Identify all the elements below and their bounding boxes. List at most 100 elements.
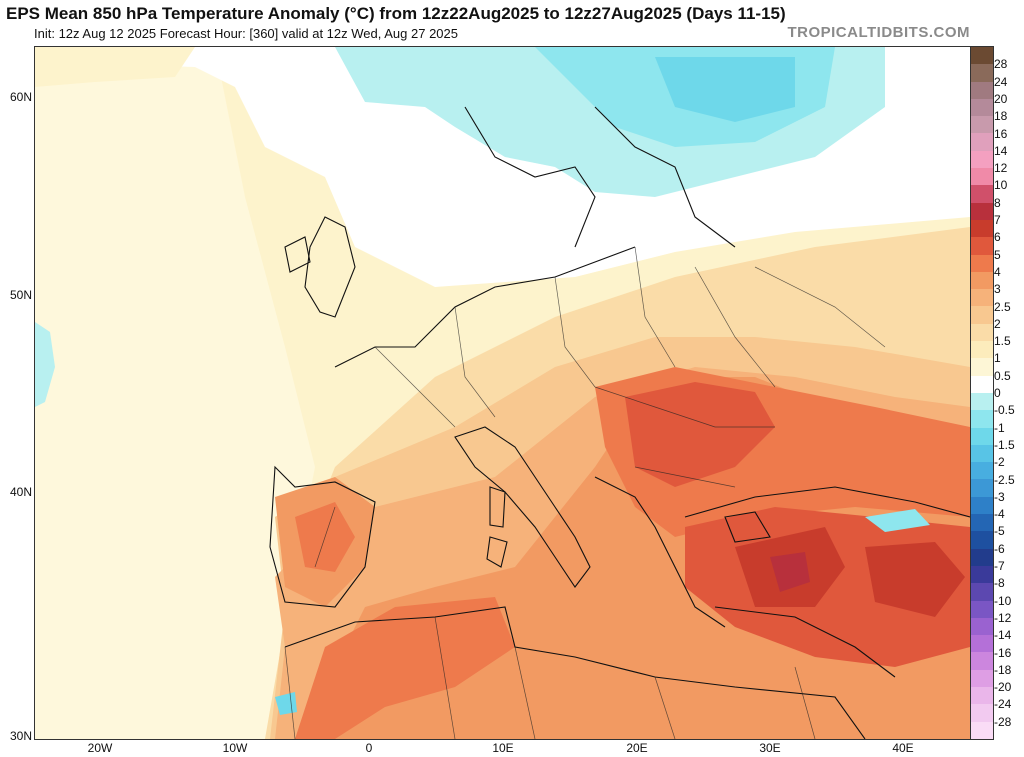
lat-label-60n: 60N xyxy=(9,90,32,104)
colorbar-swatch xyxy=(971,410,993,428)
lat-label-30n: 30N xyxy=(9,729,32,743)
colorbar-swatch xyxy=(971,514,993,532)
colorbar-swatch xyxy=(971,479,993,497)
colorbar-swatch xyxy=(971,237,993,255)
colorbar-tick-label: -4 xyxy=(994,507,1005,522)
colorbar-swatch xyxy=(971,565,993,584)
colorbar-tick-label: -2 xyxy=(994,455,1005,470)
colorbar-swatch xyxy=(971,652,993,670)
colorbar-tick-label: -28 xyxy=(994,714,1012,729)
colorbar-tick-label: 8 xyxy=(994,195,1001,210)
colorbar-swatch xyxy=(971,392,993,411)
colorbar-tick-label: 10 xyxy=(994,178,1008,193)
colorbar-swatch xyxy=(971,81,993,99)
caspian-cool-patch xyxy=(865,509,930,532)
colorbar-tick-label: 20 xyxy=(994,91,1008,106)
chart-subtitle: Init: 12z Aug 12 2025 Forecast Hour: [36… xyxy=(34,26,458,41)
colorbar-swatch xyxy=(971,635,993,653)
colorbar-tick-label: 6 xyxy=(994,230,1001,245)
colorbar-swatch xyxy=(971,47,993,65)
country-borders xyxy=(284,246,886,739)
colorbar-tick-label: 14 xyxy=(994,143,1008,158)
lat-label-50n: 50N xyxy=(9,288,32,302)
colorbar-swatch xyxy=(971,271,993,290)
colorbar-tick-label: 7 xyxy=(994,213,1001,227)
colorbar-tick-label: -7 xyxy=(994,559,1005,573)
colorbar-swatch xyxy=(971,219,993,238)
colorbar-tick-label: 5 xyxy=(994,247,1001,262)
colorbar-tick-label: 16 xyxy=(994,126,1008,141)
colorbar-tick-label: -1 xyxy=(994,420,1005,435)
colorbar-tick-label: -24 xyxy=(994,697,1012,712)
north-atlantic-warm-patch xyxy=(35,47,195,87)
lon-label-10e: 10E xyxy=(492,741,514,755)
colorbar-tick-label: -1.5 xyxy=(994,437,1015,452)
colorbar-swatch xyxy=(971,323,993,342)
brand-watermark[interactable]: TROPICALTIDBITS.COM xyxy=(787,24,970,41)
colorbar-tick-label: -6 xyxy=(994,541,1005,556)
turkey-hot-core-east xyxy=(865,542,965,617)
colorbar-tick-label: 1.5 xyxy=(994,334,1011,349)
lon-label-20e: 20E xyxy=(626,741,648,755)
colorbar-swatch xyxy=(971,341,993,359)
colorbar-tick-label: -0.5 xyxy=(994,403,1015,418)
lat-label-40n: 40N xyxy=(9,485,32,499)
colorbar-tick-label: 28 xyxy=(994,57,1008,72)
colorbar-swatch xyxy=(971,427,993,445)
colorbar-tick-label: -14 xyxy=(994,628,1012,643)
colorbar-tick-label: 24 xyxy=(994,74,1008,89)
colorbar-tick-label: -12 xyxy=(994,610,1012,625)
colorbar-tick-label: 18 xyxy=(994,109,1008,124)
lon-label-30e: 30E xyxy=(759,741,781,755)
colorbar-tick-label: 0 xyxy=(994,386,1001,400)
coastlines xyxy=(269,106,970,739)
colorbar-swatch xyxy=(971,358,993,376)
colorbar-swatch xyxy=(971,548,993,566)
chart-title: EPS Mean 850 hPa Temperature Anomaly (°C… xyxy=(6,4,786,23)
colorbar-swatch xyxy=(971,496,993,515)
colorbar xyxy=(970,46,994,740)
colorbar-swatch xyxy=(971,254,993,272)
colorbar-swatch xyxy=(971,133,993,151)
colorbar-swatch xyxy=(971,704,993,722)
colorbar-tick-label: 0.5 xyxy=(994,368,1011,383)
balkans-hot-core xyxy=(625,382,775,487)
colorbar-swatch xyxy=(971,531,993,549)
colorbar-swatch xyxy=(971,600,993,618)
lon-label-20w: 20W xyxy=(87,741,113,755)
colorbar-swatch xyxy=(971,583,993,601)
colorbar-swatch xyxy=(971,669,993,687)
colorbar-swatch xyxy=(971,721,993,739)
colorbar-swatch xyxy=(971,306,993,324)
colorbar-swatch xyxy=(971,462,993,480)
colorbar-tick-label: -16 xyxy=(994,645,1012,660)
colorbar-tick-label: -18 xyxy=(994,662,1012,677)
colorbar-swatch xyxy=(971,375,993,393)
colorbar-swatch xyxy=(971,617,993,636)
colorbar-tick-label: -3 xyxy=(994,489,1005,504)
colorbar-tick-label: -8 xyxy=(994,576,1005,591)
colorbar-tick-label: 12 xyxy=(994,161,1008,176)
colorbar-swatch xyxy=(971,116,993,134)
colorbar-swatch xyxy=(971,168,993,186)
colorbar-tick-label: 2.5 xyxy=(994,299,1011,314)
colorbar-tick-label: -10 xyxy=(994,593,1012,608)
lon-label-10w: 10W xyxy=(222,741,248,755)
north-africa-warm xyxy=(295,597,515,739)
cool-anomaly-strong xyxy=(655,57,795,122)
anomaly-map[interactable] xyxy=(34,46,971,740)
colorbar-tick-label: 1 xyxy=(994,351,1001,366)
colorbar-swatch xyxy=(971,64,993,82)
colorbar-tick-label: -5 xyxy=(994,524,1005,539)
colorbar-swatch xyxy=(971,289,993,307)
colorbar-tick-label: 2 xyxy=(994,316,1001,331)
colorbar-tick-label: -20 xyxy=(994,680,1012,695)
map-canvas xyxy=(35,47,970,739)
turkey-max-core xyxy=(770,552,810,592)
colorbar-swatch xyxy=(971,98,993,117)
atlantic-cool-patch xyxy=(35,322,55,407)
colorbar-tick-label: -2.5 xyxy=(994,472,1015,487)
colorbar-tick-label: 4 xyxy=(994,264,1001,279)
colorbar-swatch xyxy=(971,150,993,169)
colorbar-swatch xyxy=(971,444,993,463)
